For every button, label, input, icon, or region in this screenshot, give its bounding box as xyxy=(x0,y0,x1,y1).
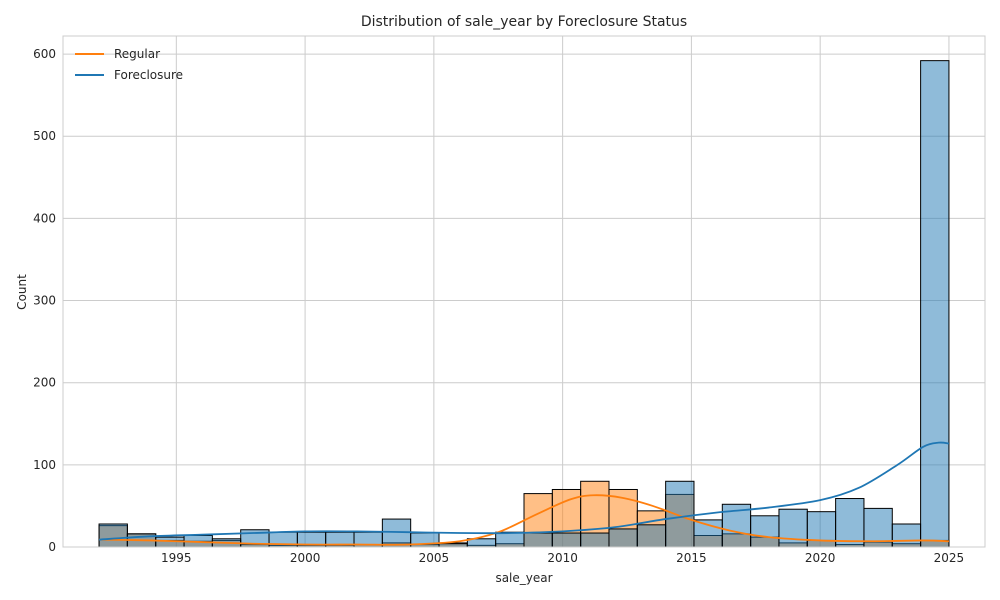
bar-foreclosure xyxy=(750,515,780,548)
chart-title: Distribution of sale_year by Foreclosure… xyxy=(361,14,687,30)
y-tick-label: 100 xyxy=(33,458,56,472)
kde-curves xyxy=(98,441,950,546)
y-tick-label: 0 xyxy=(48,540,56,554)
x-axis-label: sale_year xyxy=(495,571,552,585)
bar-foreclosure xyxy=(806,511,837,548)
bar-foreclosure xyxy=(778,508,808,548)
bar-foreclosure xyxy=(98,523,128,548)
x-tick-label: 2025 xyxy=(934,551,965,565)
bar-foreclosure xyxy=(693,519,723,548)
y-tick-label: 500 xyxy=(33,129,56,143)
x-tick-label: 2005 xyxy=(419,551,450,565)
y-tick-labels: 0 100 200 300 400 500 600 xyxy=(33,47,56,554)
legend-label-foreclosure: Foreclosure xyxy=(114,68,183,82)
bar-foreclosure xyxy=(835,498,865,548)
bar-foreclosure xyxy=(580,532,610,548)
legend-label-regular: Regular xyxy=(114,47,160,61)
kde-line-foreclosure xyxy=(98,441,950,541)
bar-foreclosure xyxy=(665,480,695,548)
y-tick-label: 300 xyxy=(33,294,56,308)
bar-foreclosure xyxy=(920,60,950,548)
x-tick-labels: 1995 2000 2005 2010 2015 2020 2025 xyxy=(161,551,964,565)
y-axis-label: Count xyxy=(15,274,29,310)
bar-foreclosure xyxy=(495,531,525,548)
bar-foreclosure xyxy=(891,523,922,548)
x-tick-label: 2000 xyxy=(290,551,321,565)
bar-foreclosure xyxy=(523,532,553,548)
bar-foreclosure xyxy=(636,524,667,548)
y-tick-label: 400 xyxy=(33,211,56,225)
plot-area xyxy=(63,36,985,547)
kde-line-regular xyxy=(99,494,949,546)
legend: Regular Foreclosure xyxy=(75,47,183,82)
x-tick-label: 2010 xyxy=(547,551,578,565)
y-tick-label: 200 xyxy=(33,376,56,390)
bar-foreclosure xyxy=(551,532,582,548)
y-tick-label: 600 xyxy=(33,47,56,61)
x-tick-label: 2020 xyxy=(805,551,836,565)
bar-foreclosure xyxy=(608,528,638,548)
x-tick-label: 2015 xyxy=(676,551,707,565)
x-tick-label: 1995 xyxy=(161,551,192,565)
plot-frame xyxy=(62,35,986,548)
